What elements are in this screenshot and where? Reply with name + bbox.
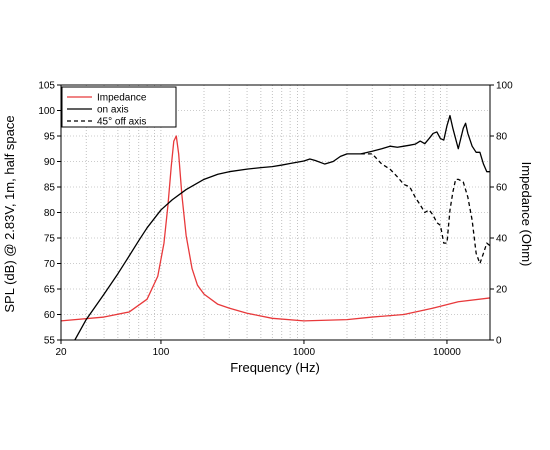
x-tick-label: 20 [55,347,67,358]
y-tick-label-left: 100 [38,106,55,117]
y-tick-label-left: 55 [44,336,56,347]
legend: Impedance on axis 45° off axis [61,86,177,128]
legend-label-off-axis: 45° off axis [97,117,146,128]
legend-label-on-axis: on axis [97,105,129,116]
y-tick-label-right: 40 [496,234,508,245]
series-line-0 [61,135,490,322]
y-tick-label-right: 80 [496,132,508,143]
y-tick-label-left: 60 [44,310,56,321]
legend-box [61,86,177,128]
y-tick-label-right: 20 [496,285,508,296]
x-axis-title: Frequency (Hz) [230,360,320,375]
y-tick-label-left: 75 [44,234,56,245]
y-axis-title-right: Impedance (Ohm) [519,162,534,267]
x-tick-label: 1000 [293,347,316,358]
y-tick-label-right: 100 [496,81,513,92]
legend-label-impedance: Impedance [97,93,147,104]
plot-lines [61,114,490,340]
x-tick-label: 100 [153,347,170,358]
series-line-1 [74,114,490,340]
y-tick-label-left: 105 [38,81,55,92]
series-line-2 [360,153,490,265]
y-tick-label-left: 80 [44,208,56,219]
y-tick-label-right: 60 [496,183,508,194]
y-tick-label-left: 65 [44,285,56,296]
y-tick-label-left: 95 [44,132,56,143]
tick-labels: 20 100 1000 10000 55 60 65 70 75 80 85 90 95 100 105 0 2… [38,81,513,359]
y-tick-label-left: 85 [44,183,56,194]
y-tick-label-right: 0 [496,336,502,347]
y-axis-title-left: SPL (dB) @ 2.83V, 1m, half space [2,115,17,312]
x-tick-label: 10000 [433,347,461,358]
y-tick-label-left: 90 [44,157,56,168]
y-tick-label-left: 70 [44,259,56,270]
ticks [57,84,494,344]
